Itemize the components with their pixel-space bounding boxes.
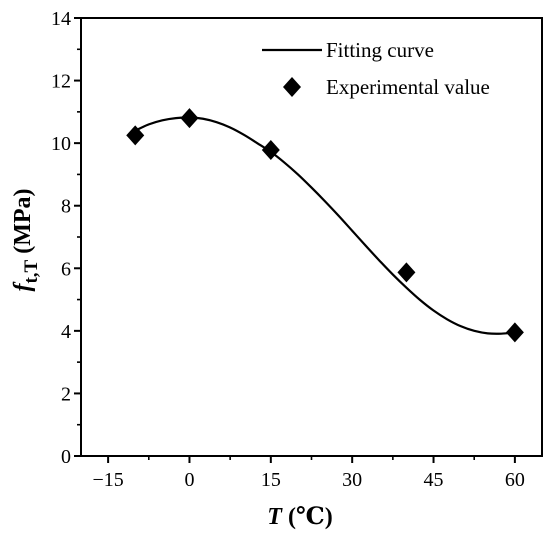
x-tick-label: 45 xyxy=(424,469,444,491)
y-axis-title: ft,T (MPa) xyxy=(10,188,42,291)
y-axis-ticks: 0 2 4 6 8 10 12 14 xyxy=(51,8,81,468)
y-tick-label: 8 xyxy=(61,196,71,218)
y-tick-label: 10 xyxy=(51,133,71,155)
x-axis-title: T (℃) xyxy=(267,504,332,530)
x-tick-label: 30 xyxy=(342,469,362,491)
x-axis-title-unit: (℃) xyxy=(282,504,333,530)
fitting-curve-line xyxy=(134,116,516,335)
data-point-diamond xyxy=(261,140,280,161)
x-axis-ticks: −15 0 15 30 45 60 xyxy=(92,456,525,491)
legend-label-experimental-value: Experimental value xyxy=(326,75,490,99)
legend: Fitting curve Experimental value xyxy=(262,38,490,99)
experimental-points xyxy=(126,108,524,343)
data-point-diamond xyxy=(126,125,145,146)
x-axis-title-var: T xyxy=(267,504,283,530)
y-tick-label: 12 xyxy=(51,71,71,93)
x-tick-label: 15 xyxy=(261,469,281,491)
y-tick-label: 4 xyxy=(61,321,71,343)
data-point-diamond xyxy=(397,262,416,283)
y-axis-title-var: f xyxy=(10,282,36,292)
y-tick-label: 14 xyxy=(51,8,71,30)
y-axis-title-subscript: t,T xyxy=(21,259,42,283)
data-point-diamond xyxy=(180,108,199,129)
x-tick-label: −15 xyxy=(92,469,123,491)
y-axis-title-unit: (MPa) xyxy=(10,188,36,259)
y-tick-label: 2 xyxy=(61,383,71,405)
legend-diamond-swatch xyxy=(283,77,301,97)
y-tick-label: 0 xyxy=(61,446,71,468)
data-point-diamond xyxy=(505,322,524,343)
legend-label-fitting-curve: Fitting curve xyxy=(326,38,434,62)
x-tick-label: 60 xyxy=(505,469,525,491)
x-tick-label: 0 xyxy=(184,469,194,491)
y-tick-label: 6 xyxy=(61,258,71,280)
